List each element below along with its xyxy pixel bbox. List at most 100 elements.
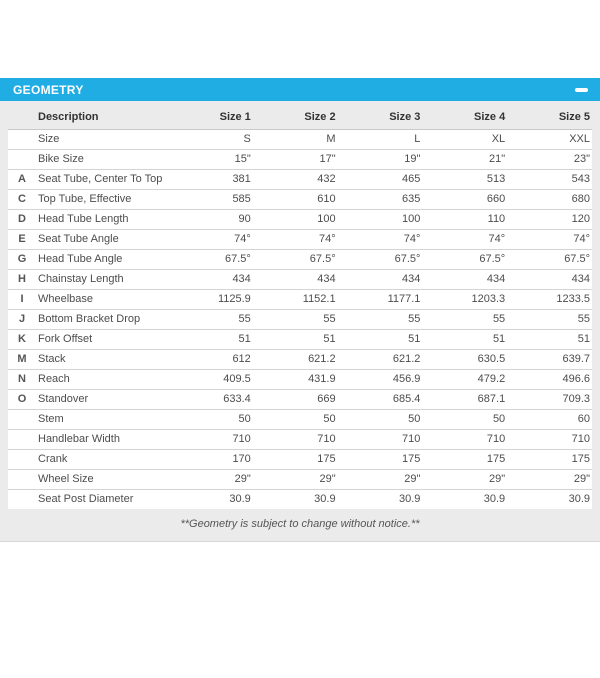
table-cell: 175 [337, 449, 423, 470]
table-cell: 1203.3 [422, 289, 508, 310]
table-cell: 29" [422, 469, 508, 490]
table-cell: XXL [507, 129, 592, 150]
collapse-minus-icon[interactable] [575, 87, 588, 92]
geometry-panel: GEOMETRY Description Size 1 Size 2 Size 3 Si… [0, 78, 600, 542]
row-description: Reach [36, 369, 168, 390]
row-description: Fork Offset [36, 329, 168, 350]
table-header: Description Size 1 Size 2 Size 3 Size 4 Size … [8, 106, 592, 130]
table-cell: 610 [252, 189, 338, 210]
table-cell: 432 [252, 169, 338, 190]
table-cell: 55 [252, 309, 338, 330]
row-letter: M [8, 349, 36, 370]
table-cell: 381 [168, 169, 253, 190]
row-description: Head Tube Angle [36, 249, 168, 270]
row-description: Chainstay Length [36, 269, 168, 290]
table-cell: 434 [422, 269, 508, 290]
row-letter: E [8, 229, 36, 250]
table-cell: 51 [168, 329, 253, 350]
table-cell: 23" [507, 149, 592, 170]
table-row: Bike Size 15" 17" 19" 21" 23" [8, 149, 592, 170]
table-cell: 709.3 [507, 389, 592, 410]
geometry-panel-header[interactable]: GEOMETRY [0, 78, 600, 101]
table-cell: 29" [337, 469, 423, 490]
footnote: **Geometry is subject to change without … [180, 518, 420, 530]
table-row: K Fork Offset 51 51 51 51 51 [8, 329, 592, 350]
table-cell: 100 [337, 209, 423, 230]
row-description: Wheelbase [36, 289, 168, 310]
row-description: Standover [36, 389, 168, 410]
table-cell: 30.9 [252, 489, 338, 509]
table-cell: 175 [422, 449, 508, 470]
table-cell: 669 [252, 389, 338, 410]
table-cell: 30.9 [168, 489, 253, 509]
table-cell: 687.1 [422, 389, 508, 410]
table-cell: 621.2 [337, 349, 423, 370]
table-cell: L [337, 129, 423, 150]
table-cell: 51 [252, 329, 338, 350]
table-cell: 17" [252, 149, 338, 170]
table-body: Size S M L XL XXL Bike Size 15" 17" 19" 21" 23" A Sea… [8, 129, 592, 509]
row-letter: J [8, 309, 36, 330]
table-cell: 434 [168, 269, 253, 290]
table-row: Wheel Size 29" 29" 29" 29" 29" [8, 469, 592, 490]
table-cell: 409.5 [168, 369, 253, 390]
row-letter [8, 489, 36, 509]
table-cell: 710 [422, 429, 508, 450]
table-row: Size S M L XL XXL [8, 129, 592, 150]
row-letter: I [8, 289, 36, 310]
table-cell: 100 [252, 209, 338, 230]
table-cell: 67.5° [507, 249, 592, 270]
table-cell: 170 [168, 449, 253, 470]
row-letter: K [8, 329, 36, 350]
table-cell: 710 [507, 429, 592, 450]
table-cell: XL [422, 129, 508, 150]
table-cell: 465 [337, 169, 423, 190]
table-cell: 51 [337, 329, 423, 350]
table-cell: 30.9 [422, 489, 508, 509]
table-row: I Wheelbase 1125.9 1152.1 1177.1 1203.3 1233.5 [8, 289, 592, 310]
table-cell: 74° [168, 229, 253, 250]
column-header: Size 2 [304, 111, 336, 123]
table-row: M Stack 612 621.2 621.2 630.5 639.7 [8, 349, 592, 370]
table-cell: 431.9 [252, 369, 338, 390]
table-cell: 50 [422, 409, 508, 430]
table-cell: 1177.1 [337, 289, 423, 310]
table-cell: 55 [168, 309, 253, 330]
table-cell: 175 [252, 449, 338, 470]
table-cell: 513 [422, 169, 508, 190]
geometry-table: Description Size 1 Size 2 Size 3 Size 4 Size … [8, 106, 592, 509]
column-header: Size 5 [558, 111, 590, 123]
table-cell: 434 [252, 269, 338, 290]
table-cell: 1125.9 [168, 289, 253, 310]
table-cell: 630.5 [422, 349, 508, 370]
row-letter [8, 149, 36, 170]
header-row: Description Size 1 Size 2 Size 3 Size 4 Size … [8, 106, 592, 130]
table-cell: 74° [422, 229, 508, 250]
row-description: Top Tube, Effective [36, 189, 168, 210]
table-cell: 67.5° [168, 249, 253, 270]
panel-title: GEOMETRY [13, 82, 84, 97]
table-cell: 120 [507, 209, 592, 230]
table-cell: 710 [168, 429, 253, 450]
row-letter [8, 449, 36, 470]
table-cell: 55 [337, 309, 423, 330]
table-cell: 456.9 [337, 369, 423, 390]
table-cell: 110 [422, 209, 508, 230]
column-header [8, 106, 36, 130]
row-letter [8, 429, 36, 450]
table-cell: 74° [507, 229, 592, 250]
row-letter: H [8, 269, 36, 290]
table-cell: 60 [507, 409, 592, 430]
page: GEOMETRY Description Size 1 Size 2 Size 3 Si… [0, 78, 600, 678]
table-row: H Chainstay Length 434 434 434 434 434 [8, 269, 592, 290]
row-description: Seat Tube Angle [36, 229, 168, 250]
table-cell: 29" [507, 469, 592, 490]
row-description: Handlebar Width [36, 429, 168, 450]
table-cell: 1233.5 [507, 289, 592, 310]
table-cell: 51 [507, 329, 592, 350]
table-cell: 639.7 [507, 349, 592, 370]
table-cell: 175 [507, 449, 592, 470]
table-cell: 50 [252, 409, 338, 430]
row-description: Stack [36, 349, 168, 370]
table-cell: 434 [507, 269, 592, 290]
